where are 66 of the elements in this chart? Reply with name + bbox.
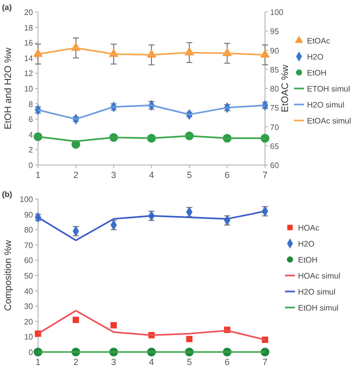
x-tick-label: 5 (186, 170, 192, 180)
y-tick-label: 0 (28, 348, 34, 357)
legend-label: H2O simul (298, 288, 336, 296)
y-tick-label: 10 (24, 84, 34, 94)
y-tick-label: 10 (24, 332, 34, 342)
legend-label: EtOH simul (298, 304, 339, 312)
legend-label: H2O (307, 52, 324, 62)
legend-label: EtOAc simul (307, 116, 352, 126)
legend-label: H2O simul (307, 100, 345, 110)
point (110, 322, 117, 328)
y2-tick-label: 85 (270, 65, 280, 74)
legend-label: EtOH (307, 68, 327, 78)
y-tick-label: 4 (28, 130, 34, 140)
x-tick-label: 2 (73, 170, 78, 180)
legend-label: EtOAc (307, 36, 330, 46)
x-tick-label: 5 (186, 357, 192, 367)
y-tick-label: 20 (24, 317, 34, 326)
y-tick-label: 2 (28, 146, 34, 155)
y2-tick-label: 100 (270, 8, 284, 17)
point (34, 132, 42, 142)
point (186, 336, 192, 342)
y2-tick-label: 90 (270, 46, 280, 56)
y-tick-label: 6 (28, 115, 34, 124)
y2-tick-label: 65 (270, 142, 280, 151)
x-tick-label: 1 (35, 357, 41, 367)
x-tick-label: 2 (73, 357, 78, 367)
text: (b) (2, 190, 13, 199)
y-axis-title: Composition %w (3, 240, 14, 311)
y2-tick-label: 60 (270, 161, 280, 170)
x-tick-label: 4 (148, 170, 154, 180)
y-tick-label: 20 (24, 8, 34, 17)
x-tick-label: 7 (262, 357, 268, 367)
legend-label: ETOH simul (307, 84, 350, 94)
legend-label: HOAc (298, 224, 320, 232)
x-tick-label: 1 (35, 170, 41, 180)
text: (a) (2, 3, 12, 12)
y-axis-title: EtOH and H2O %w (3, 47, 14, 130)
y-tick-label: 12 (24, 69, 34, 78)
point (72, 316, 79, 324)
x-tick-label: 6 (224, 357, 230, 367)
y2-tick-label: 80 (270, 84, 280, 94)
legend-label: EtOH (298, 256, 318, 264)
y-tick-label: 80 (24, 226, 34, 235)
legend-label: H2O (298, 240, 314, 248)
y-tick-label: 0 (28, 161, 34, 170)
y-tick-label: 90 (24, 210, 34, 220)
legend-label: HOAc simul (298, 272, 340, 280)
y-tick-label: 14 (24, 54, 34, 63)
y-tick-label: 8 (28, 100, 34, 109)
x-tick-label: 6 (224, 170, 230, 180)
y-tick-label: 30 (24, 302, 34, 312)
y-tick-label: 60 (24, 256, 34, 266)
y-tick-label: 100 (20, 195, 34, 204)
y-tick-label: 16 (24, 38, 34, 48)
y-tick-label: 40 (24, 286, 34, 296)
y-tick-label: 50 (24, 272, 34, 280)
x-tick-label: 4 (148, 357, 154, 367)
y2-axis-title: EtOAC %w (280, 64, 291, 112)
y2-tick-label: 70 (270, 122, 280, 132)
y-tick-label: 18 (24, 23, 34, 32)
y2-tick-label: 95 (270, 27, 280, 36)
x-tick-label: 7 (262, 170, 268, 180)
y2-tick-label: 75 (270, 104, 280, 113)
x-tick-label: 3 (111, 170, 116, 180)
x-tick-label: 3 (111, 357, 116, 367)
y-tick-label: 70 (24, 240, 34, 250)
